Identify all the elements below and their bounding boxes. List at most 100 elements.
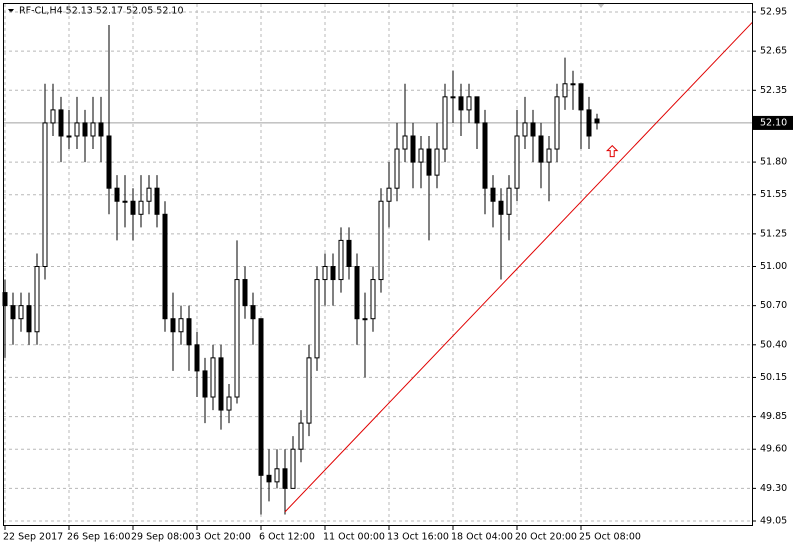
- candle-body: [402, 135, 408, 150]
- x-tick-label: 29 Sep 08:00: [131, 532, 194, 543]
- candle-body: [450, 96, 456, 99]
- candle-body: [482, 122, 488, 189]
- candle-body: [434, 148, 440, 176]
- candle-body: [466, 96, 472, 111]
- candle-body: [202, 370, 208, 398]
- candle-body: [186, 318, 192, 346]
- candle-body: [226, 396, 232, 411]
- candle-body: [50, 109, 56, 124]
- candle-body: [98, 122, 104, 137]
- candle-body: [322, 266, 328, 281]
- candle-body: [258, 318, 264, 476]
- candle-body: [418, 148, 424, 163]
- candle-body: [210, 357, 216, 398]
- candle-body: [570, 83, 576, 86]
- candle-body: [442, 96, 448, 150]
- candle-body: [130, 200, 136, 215]
- y-tick-label: 51.00: [760, 261, 787, 272]
- candle-body: [362, 318, 368, 321]
- candle-body: [106, 135, 112, 189]
- candle-body: [162, 213, 168, 320]
- candle-body: [122, 200, 128, 203]
- candle-body: [330, 266, 336, 281]
- candle-body: [218, 357, 224, 411]
- x-tick-label: 20 Oct 20:00: [515, 532, 577, 543]
- y-tick-label: 51.25: [760, 228, 787, 239]
- y-tick-label: 50.15: [760, 372, 787, 383]
- y-tick-label: 52.95: [760, 7, 787, 18]
- candle-body: [90, 122, 96, 137]
- candle-body: [82, 122, 88, 137]
- candle-body: [506, 187, 512, 215]
- y-tick-label: 51.80: [760, 157, 787, 168]
- y-tick-label: 49.30: [760, 483, 787, 494]
- y-tick-label: 52.65: [760, 46, 787, 57]
- candle-body: [26, 305, 32, 333]
- candle-body: [514, 135, 520, 189]
- candle-body: [426, 148, 432, 176]
- x-tick-label: 6 Oct 12:00: [259, 532, 315, 543]
- candle-body: [154, 187, 160, 215]
- trendline: [284, 22, 753, 513]
- candle-body: [74, 122, 80, 137]
- y-tick-label: 49.85: [760, 411, 787, 422]
- candle-body: [562, 83, 568, 98]
- x-tick-label: 3 Oct 20:00: [195, 532, 251, 543]
- candle-body: [394, 148, 400, 189]
- candle-body: [66, 135, 72, 138]
- candle-body: [274, 468, 280, 483]
- x-tick-label: 22 Sep 2017: [3, 532, 63, 543]
- candle-body: [266, 474, 272, 483]
- x-tick-label: 11 Oct 00:00: [323, 532, 385, 543]
- candle-body: [242, 279, 248, 307]
- candle-body: [458, 96, 464, 111]
- candle-body: [594, 118, 600, 124]
- candle-body: [474, 96, 480, 124]
- plot-frame: [3, 3, 753, 526]
- candle-body: [250, 305, 256, 320]
- candle-body: [10, 305, 16, 320]
- candle-body: [490, 187, 496, 202]
- candle-body: [546, 148, 552, 163]
- candle-body: [298, 422, 304, 450]
- candle-body: [346, 239, 352, 267]
- candle-body: [146, 187, 152, 202]
- y-tick-label: 52.35: [760, 85, 787, 96]
- candle-body: [354, 266, 360, 320]
- candle-body: [538, 135, 544, 163]
- y-tick-label: 49.05: [760, 516, 787, 527]
- chart-title: RF-CL,H4 52.13 52.17 52.05 52.10: [19, 6, 184, 17]
- candle-body: [170, 318, 176, 333]
- candle-body: [114, 187, 120, 202]
- y-tick-label: 50.40: [760, 339, 787, 350]
- candle-body: [530, 122, 536, 137]
- y-tick-label: 49.60: [760, 444, 787, 455]
- candle-body: [410, 135, 416, 163]
- candle-body: [522, 122, 528, 137]
- x-tick-label: 18 Oct 04:00: [451, 532, 513, 543]
- candle-body: [306, 357, 312, 424]
- current-price-label: 52.10: [760, 117, 787, 128]
- x-tick-label: 26 Sep 16:00: [67, 532, 130, 543]
- x-tick-label: 25 Oct 08:00: [579, 532, 641, 543]
- current-price-box: [753, 115, 793, 130]
- candle-body: [578, 83, 584, 111]
- candle-body: [58, 109, 64, 137]
- candle-body: [338, 239, 344, 281]
- buy-arrow: [605, 144, 619, 158]
- candle-body: [194, 344, 200, 372]
- candle-body: [386, 187, 392, 202]
- candle-body: [282, 468, 288, 489]
- shift-marker: [597, 3, 605, 8]
- candle-body: [42, 122, 48, 267]
- symbol-menu[interactable]: [8, 9, 14, 13]
- candle-body: [178, 318, 184, 333]
- x-tick-label: 13 Oct 16:00: [387, 532, 449, 543]
- candle-body: [370, 279, 376, 320]
- candle-body: [378, 200, 384, 281]
- candle-body: [554, 96, 560, 150]
- y-tick-label: 50.70: [760, 300, 787, 311]
- y-tick-label: 51.55: [760, 189, 787, 200]
